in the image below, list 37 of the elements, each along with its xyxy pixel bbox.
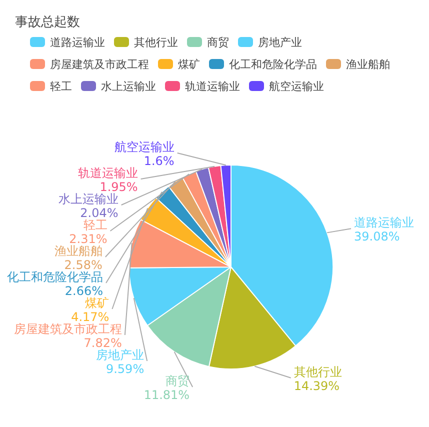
slice-label: 轻工 <box>83 218 108 232</box>
data-label: 2.04% <box>80 206 118 220</box>
data-label: 1.6% <box>144 154 174 168</box>
slice-label: 商贸 <box>166 374 190 388</box>
slice-label: 房屋建筑及市政工程 <box>14 322 122 336</box>
data-label: 9.59% <box>106 362 144 376</box>
data-label: 2.66% <box>64 284 104 298</box>
legend-label: 商贸 <box>207 36 229 49</box>
data-label: 4.17% <box>71 310 110 324</box>
legend-label: 轨道运输业 <box>185 80 240 93</box>
data-label: 7.82% <box>84 336 122 350</box>
legend-label: 化工和危险化学品 <box>229 58 317 71</box>
data-label: 1.95% <box>100 180 138 194</box>
legend-label: 房地产业 <box>258 36 302 49</box>
slice-label: 轨道运输业 <box>78 166 138 180</box>
data-label: 14.39% <box>294 378 340 393</box>
legend-label: 道路运输业 <box>50 36 105 49</box>
legend-label: 其他行业 <box>134 36 178 49</box>
slice-label: 渔业船舶 <box>54 244 102 258</box>
data-label: 2.58% <box>64 258 102 272</box>
legend-label: 航空运输业 <box>269 80 324 93</box>
slice-label: 房地产业 <box>96 348 144 362</box>
legend-label: 煤矿 <box>178 58 200 71</box>
data-label: 2.31% <box>69 232 108 246</box>
slice-label: 航空运输业 <box>114 140 174 154</box>
data-label: 11.81% <box>144 388 190 402</box>
legend-label: 轻工 <box>50 80 72 93</box>
legend-label: 渔业船舶 <box>346 58 390 71</box>
legend-label: 房屋建筑及市政工程 <box>50 58 149 71</box>
legend-label: 水上运输业 <box>101 80 156 93</box>
slice-label: 道路运输业 <box>354 216 414 230</box>
data-label: 39.08% <box>354 230 400 244</box>
slice-label: 煤矿 <box>85 296 110 310</box>
slice-label: 水上运输业 <box>58 192 118 206</box>
chart-title: 事故总起数 <box>15 15 80 30</box>
slice-label: 其他行业 <box>294 364 342 379</box>
slice-label: 化工和危险化学品 <box>7 270 104 284</box>
